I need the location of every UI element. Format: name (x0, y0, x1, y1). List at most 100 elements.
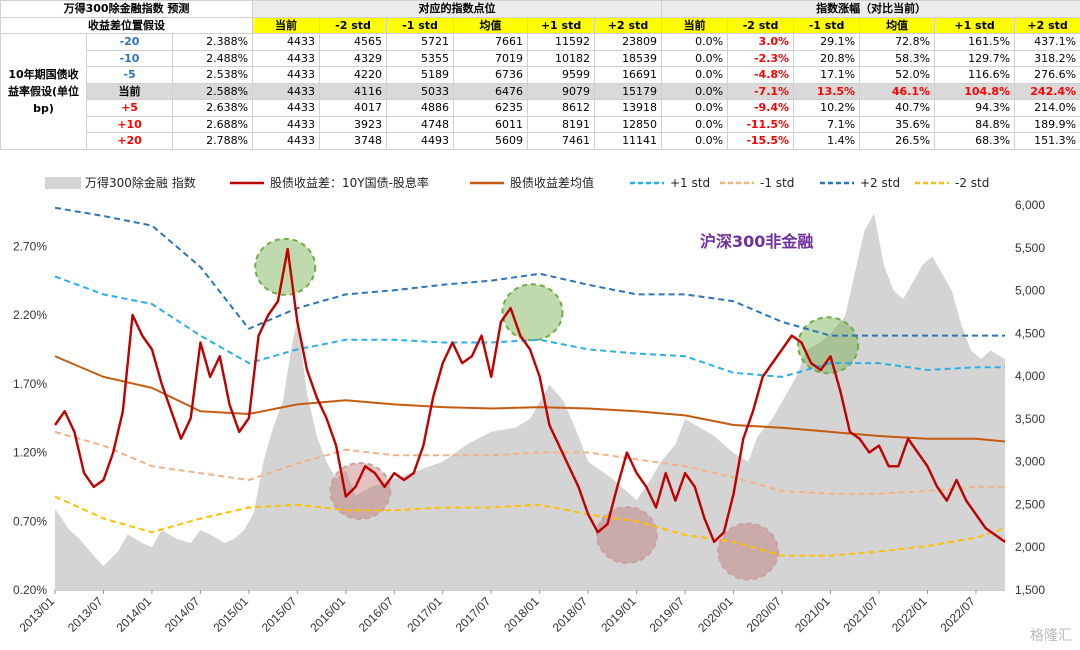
point-cell: 4433 (252, 115, 321, 133)
y-right-tick-label: 2,000 (1015, 540, 1045, 554)
change-cell: 129.7% (934, 49, 1016, 67)
point-cell: 4748 (386, 115, 455, 133)
point-cell: 5609 (453, 132, 529, 150)
change-cell: 151.3% (1014, 132, 1080, 150)
point-cell: 18539 (594, 49, 663, 67)
y-right-tick-label: 2,500 (1015, 497, 1045, 511)
change-cell: 116.6% (934, 66, 1016, 84)
rate-cell: 2.388% (171, 33, 254, 51)
point-cell: 11592 (527, 33, 596, 51)
series-line-5 (54, 206, 1005, 337)
col-header-change-3: 均值 (859, 16, 936, 34)
y-left-tick-label: 1.70% (13, 377, 47, 391)
point-cell: 7461 (527, 132, 596, 150)
x-tick-label: 2015/01 (210, 594, 251, 635)
change-cell: 35.6% (859, 115, 936, 133)
rate-shift-cell: +20 (86, 132, 173, 150)
rate-shift-cell: 当前 (86, 82, 173, 100)
x-tick-label: 2016/07 (356, 594, 397, 635)
change-cell: 104.8% (934, 82, 1016, 100)
group-points-header: 对应的指数点位 (252, 0, 663, 18)
point-cell: 8612 (527, 99, 596, 117)
point-cell: 5189 (386, 66, 455, 84)
point-cell: 4017 (319, 99, 388, 117)
legend-label: +1 std (670, 176, 710, 190)
series-line-4 (54, 430, 1005, 495)
change-cell: 0.0% (661, 82, 729, 100)
legend-label: 万得300除金融 指数 (85, 175, 196, 190)
legend-label: 股债收益差：10Y国债-股息率 (270, 175, 429, 190)
col-header-points-4: +1 std (527, 16, 596, 34)
y-right-tick-label: 4,000 (1015, 369, 1045, 383)
point-cell: 4329 (319, 49, 388, 67)
col-header-change-0: 当前 (661, 16, 729, 34)
x-tick-label: 2017/07 (453, 594, 494, 635)
point-cell: 3748 (319, 132, 388, 150)
rate-shift-cell: +10 (86, 115, 173, 133)
table-body: 10年期国债收益率假设(单位bp) -20 2.388% 4433 4565 5721 76… (0, 33, 1080, 150)
point-cell: 4433 (252, 49, 321, 67)
point-cell: 8191 (527, 115, 596, 133)
table-row: -5 2.538% 4433 4220 5189 6736 9599 16691 0.0% -4.… (1, 66, 1080, 84)
change-cell: 84.8% (934, 115, 1016, 133)
rate-shift-cell: -5 (86, 66, 173, 84)
table-row: +20 2.788% 4433 3748 4493 5609 7461 11141 0.0% -1… (1, 132, 1080, 150)
change-cell: 26.5% (859, 132, 936, 150)
table-subtitle: 收益差位置假设 (0, 16, 254, 34)
col-header-points-2: -1 std (386, 16, 455, 34)
change-cell: 242.4% (1014, 82, 1080, 100)
change-cell: 46.1% (859, 82, 936, 100)
point-cell: 9079 (527, 82, 596, 100)
change-cell: 437.1% (1014, 33, 1080, 51)
point-cell: 12850 (594, 115, 663, 133)
point-cell: 4886 (386, 99, 455, 117)
change-cell: -2.3% (727, 49, 795, 67)
x-tick-label: 2022/07 (937, 594, 978, 635)
change-cell: 40.7% (859, 99, 936, 117)
rate-cell: 2.688% (171, 115, 254, 133)
series-line-1 (54, 247, 1006, 544)
rate-cell: 2.488% (171, 49, 254, 67)
table-title: 万得300除金融指数 预测 (0, 0, 254, 18)
change-cell: 0.0% (661, 115, 729, 133)
rate-shift-cell: -10 (86, 49, 173, 67)
low-extreme-marker (329, 462, 392, 520)
rate-cell: 2.788% (171, 132, 254, 150)
change-cell: 0.0% (661, 33, 729, 51)
point-cell: 6011 (453, 115, 529, 133)
change-cell: 72.8% (859, 33, 936, 51)
table-row: +5 2.638% 4433 4017 4886 6235 8612 13918 0.0% -9.… (1, 99, 1080, 117)
change-cell: 29.1% (793, 33, 861, 51)
y-left-tick-label: 0.20% (13, 583, 47, 597)
point-cell: 16691 (594, 66, 663, 84)
change-cell: 318.2% (1014, 49, 1080, 67)
x-tick-label: 2021/07 (841, 594, 882, 635)
y-right-tick-label: 4,500 (1015, 326, 1045, 340)
point-cell: 4116 (319, 82, 388, 100)
change-cell: 1.4% (793, 132, 861, 150)
x-tick-label: 2014/07 (162, 594, 203, 635)
series-line-2 (54, 355, 1006, 443)
point-cell: 4433 (252, 99, 321, 117)
chart-title: 沪深300非金融 (700, 232, 813, 251)
change-cell: 94.3% (934, 99, 1016, 117)
point-cell: 4433 (252, 132, 321, 150)
change-cell: -15.5% (727, 132, 795, 150)
change-cell: 189.9% (1014, 115, 1080, 133)
point-cell: 6476 (453, 82, 529, 100)
col-header-change-4: +1 std (934, 16, 1016, 34)
x-tick-label: 2018/07 (550, 594, 591, 635)
change-cell: 161.5% (934, 33, 1016, 51)
point-cell: 6736 (453, 66, 529, 84)
change-cell: 58.3% (859, 49, 936, 67)
table-row: -10 2.488% 4433 4329 5355 7019 10182 18539 0.0% -… (1, 49, 1080, 67)
spread-chart: 0.20% 0.70% 1.20% 1.70% 2.20% 2.70% 1,500 2,000… (13, 175, 1072, 644)
x-tick-label: 2021/01 (792, 594, 833, 635)
x-tick-label: 2022/01 (889, 594, 930, 635)
point-cell: 4433 (252, 33, 321, 51)
change-cell: 17.1% (793, 66, 861, 84)
legend-label: 股债收益差均值 (510, 175, 594, 190)
change-cell: -9.4% (727, 99, 795, 117)
col-header-change-5: +2 std (1014, 16, 1080, 34)
point-cell: 5033 (386, 82, 455, 100)
